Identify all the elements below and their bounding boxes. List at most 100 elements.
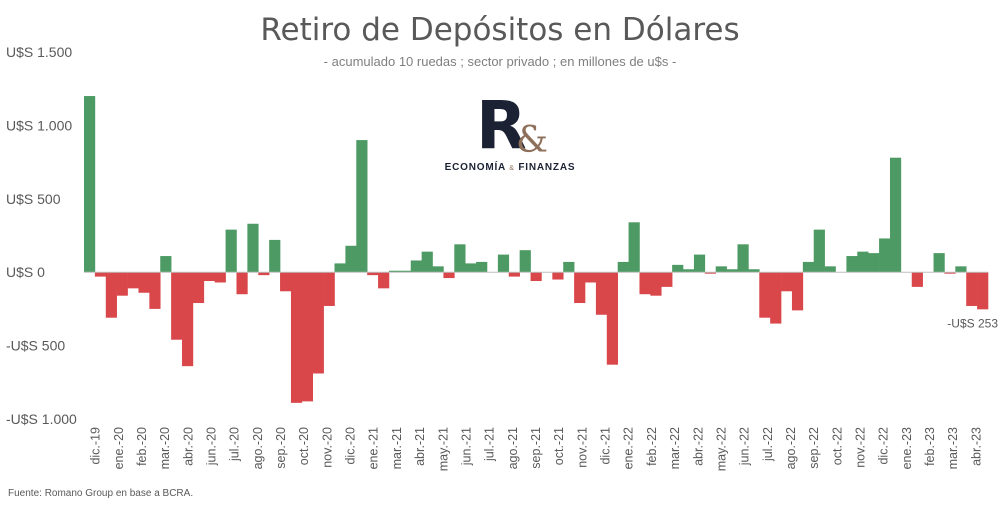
bar	[585, 272, 597, 283]
bar	[301, 272, 314, 402]
bar	[421, 251, 433, 273]
x-tick-label: ene.-23	[900, 427, 914, 469]
bar	[465, 263, 477, 273]
bar	[519, 250, 531, 273]
x-axis-ticks: dic.-19 ene.-20 feb.-20 mar.-20 abr.-20 jun.-…	[89, 427, 984, 471]
x-tick-label: ene.-20	[112, 427, 126, 469]
bar	[781, 272, 793, 292]
bar	[508, 272, 520, 277]
bar	[726, 269, 738, 273]
bar	[236, 272, 248, 295]
logo-mark: R &	[476, 90, 548, 160]
bar	[443, 272, 455, 279]
bar	[312, 272, 324, 374]
bar	[225, 229, 237, 273]
bar	[595, 272, 608, 315]
bar	[628, 222, 640, 273]
bar	[280, 272, 292, 292]
x-tick-label: ago.-21	[506, 427, 520, 469]
source-note: Fuente: Romano Group en base a BCRA.	[8, 488, 194, 499]
bar	[672, 264, 684, 273]
bar	[846, 256, 858, 273]
x-tick-label: mar.-21	[390, 427, 404, 469]
y-axis-ticks: U$S 1.500 U$S 1.000 U$S 500 U$S 0 -U$S 500 -U…	[6, 44, 77, 427]
bar	[683, 269, 695, 273]
x-tick-label: may.-21	[436, 427, 450, 471]
bar	[944, 272, 956, 274]
bar	[214, 272, 226, 283]
bar	[704, 272, 717, 274]
bar	[192, 272, 205, 304]
bar	[759, 272, 771, 318]
bar	[639, 272, 651, 295]
x-tick-label: dic.-22	[877, 427, 891, 465]
x-tick-label: nov.-20	[320, 427, 334, 468]
x-tick-label: dic.-20	[344, 427, 358, 465]
bar	[737, 244, 749, 273]
bar	[857, 251, 869, 273]
bar	[813, 229, 825, 273]
bar	[149, 272, 161, 309]
x-tick-label: jun.-21	[459, 427, 473, 466]
bar	[791, 272, 804, 311]
bar	[410, 260, 422, 273]
bar	[617, 261, 629, 273]
bar	[399, 270, 412, 273]
x-tick-label: jul.-22	[761, 427, 775, 462]
bar	[650, 272, 662, 296]
x-tick-label: oct.-22	[830, 427, 844, 465]
chart-subtitle: - acumulado 10 ruedas ; sector privado ;…	[323, 54, 677, 69]
bar	[258, 272, 270, 276]
bar	[247, 223, 259, 273]
bar	[824, 266, 836, 273]
bar	[552, 272, 564, 280]
x-tick-label: abr.-20	[181, 427, 195, 466]
bar	[182, 272, 194, 367]
x-tick-label: feb.-23	[923, 427, 937, 466]
bar	[911, 272, 923, 287]
bar	[334, 263, 346, 273]
bar	[770, 272, 782, 324]
x-tick-label: dic.-19	[89, 427, 103, 465]
bar	[748, 269, 760, 273]
bar	[661, 272, 673, 287]
y-tick-label: U$S 1.500	[6, 44, 72, 60]
bar	[563, 261, 575, 273]
bar	[171, 272, 183, 340]
bar	[116, 272, 128, 296]
bar	[955, 266, 967, 273]
y-tick-label: -U$S 500	[6, 338, 65, 354]
x-tick-label: dic.-21	[599, 427, 613, 465]
x-tick-label: nov.-21	[575, 427, 589, 468]
logo-text-left: ECONOMÍA	[444, 162, 506, 173]
bar	[94, 272, 107, 277]
x-tick-label: feb.-22	[645, 427, 659, 466]
bar	[933, 253, 945, 273]
bar	[889, 157, 902, 273]
bar	[105, 272, 117, 318]
logo-text-right: FINANZAS	[518, 162, 576, 173]
x-tick-label: jun.-22	[738, 427, 752, 466]
bar	[868, 253, 880, 273]
bar	[879, 238, 891, 273]
x-tick-label: sep.-22	[807, 427, 821, 469]
bar	[977, 272, 989, 310]
x-tick-label: mar.-23	[946, 427, 960, 469]
y-tick-label: U$S 0	[6, 264, 45, 280]
bar	[269, 239, 281, 273]
x-tick-label: oct.-20	[297, 427, 311, 465]
x-tick-label: ago.-20	[251, 427, 265, 469]
y-tick-label: U$S 1.000	[6, 117, 72, 133]
bar	[84, 96, 96, 273]
logo-text: ECONOMÍA & FINANZAS	[440, 162, 580, 173]
x-tick-label: jul.-21	[483, 427, 497, 462]
bar	[345, 245, 357, 273]
annotations: -U$S 253	[947, 316, 998, 330]
x-tick-label: abr.-23	[969, 427, 983, 466]
x-tick-label: mar.-22	[668, 427, 682, 469]
x-tick-label: ene.-21	[367, 427, 381, 469]
bars	[84, 96, 989, 403]
bar	[715, 266, 727, 273]
bar	[203, 272, 215, 282]
x-tick-label: ago.-22	[784, 427, 798, 469]
